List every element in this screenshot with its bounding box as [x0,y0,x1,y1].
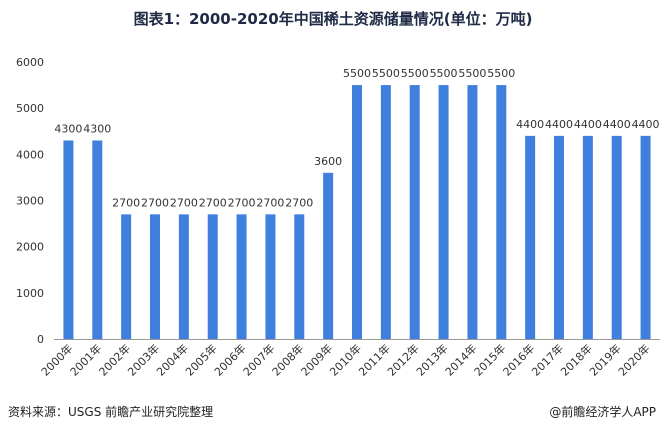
bar [438,85,449,339]
bar [611,135,622,339]
bar [554,135,564,339]
value-label: 5500 [372,67,400,80]
bar [63,140,74,339]
y-tick-label: 5000 [16,102,44,115]
value-label: 4400 [603,118,631,131]
chart-title: 图表1：2000-2020年中国稀土资源储量情况(单位：万吨) [133,10,533,28]
y-tick-label: 6000 [16,56,44,69]
value-label: 4300 [83,122,111,135]
value-label: 2700 [170,196,198,209]
value-label: 5500 [487,67,515,80]
value-label: 2700 [199,196,227,209]
bar [582,135,593,339]
value-label: 2700 [112,196,140,209]
value-label: 3600 [314,155,342,168]
y-tick-label: 1000 [16,287,44,300]
bar [265,214,276,339]
bar [640,135,651,339]
bar [294,214,305,339]
bar [236,214,247,339]
y-tick-label: 4000 [16,148,44,161]
value-label: 5500 [401,67,429,80]
bar [92,140,103,339]
value-label: 4400 [516,118,544,131]
value-label: 5500 [343,67,371,80]
bar [121,214,132,339]
bar [496,85,507,339]
value-label: 4400 [632,118,660,131]
value-label: 4400 [574,118,602,131]
value-label: 2700 [285,196,313,209]
value-label: 2700 [228,196,256,209]
y-tick-label: 3000 [16,195,44,208]
bar [150,214,160,339]
bar [178,214,189,339]
source-note: 资料来源：USGS 前瞻产业研究院整理 [8,405,214,419]
bar [525,135,536,339]
x-axis: 2000年2001年2002年2003年2004年2005年2006年2007年… [38,339,660,379]
y-axis: 0 1000 2000 3000 4000 5000 6000 [16,56,44,346]
bar [409,85,420,339]
bars-group [63,85,651,339]
bar [207,214,218,339]
bar [323,172,334,339]
value-label: 2700 [256,196,284,209]
y-tick-label: 2000 [16,241,44,254]
y-tick-label: 0 [37,333,44,346]
bar [352,85,362,339]
x-tick-label: 2020年 [615,341,652,378]
value-label: 5500 [430,67,458,80]
value-label: 2700 [141,196,169,209]
value-label: 5500 [458,67,486,80]
bar [380,85,391,339]
credit-note: @前瞻经济学人APP [549,405,656,419]
value-label: 4300 [54,122,82,135]
value-label: 4400 [545,118,573,131]
bar [467,85,478,339]
